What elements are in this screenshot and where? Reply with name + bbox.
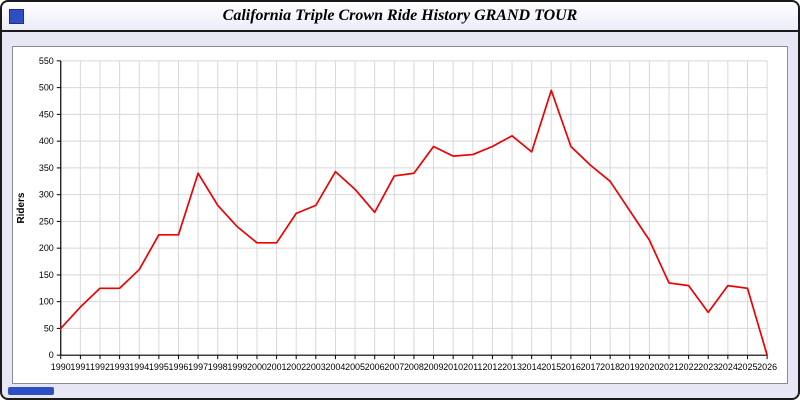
- svg-text:2022: 2022: [679, 362, 699, 372]
- svg-text:2023: 2023: [698, 362, 718, 372]
- svg-text:2024: 2024: [718, 362, 738, 372]
- svg-text:0: 0: [49, 350, 54, 360]
- window-title: California Triple Crown Ride History GRA…: [222, 7, 578, 24]
- svg-text:2002: 2002: [286, 362, 306, 372]
- svg-text:50: 50: [44, 323, 54, 333]
- svg-text:200: 200: [39, 243, 54, 253]
- svg-text:2015: 2015: [541, 362, 561, 372]
- svg-text:1998: 1998: [208, 362, 228, 372]
- svg-text:550: 550: [39, 56, 54, 66]
- window-icon: [9, 8, 24, 24]
- svg-text:400: 400: [39, 136, 54, 146]
- svg-text:2026: 2026: [757, 362, 777, 372]
- svg-text:300: 300: [39, 190, 54, 200]
- svg-text:2019: 2019: [620, 362, 640, 372]
- svg-text:2011: 2011: [463, 362, 482, 372]
- window-titlebar: California Triple Crown Ride History GRA…: [2, 2, 798, 32]
- svg-text:2025: 2025: [738, 362, 758, 372]
- svg-text:1996: 1996: [169, 362, 189, 372]
- svg-text:1991: 1991: [70, 362, 90, 372]
- svg-text:150: 150: [39, 270, 54, 280]
- svg-text:2016: 2016: [561, 362, 581, 372]
- chart-panel: 0 50 100 150 200 250 300 350 400 450 500 550 1990 199…: [12, 46, 788, 384]
- svg-text:2018: 2018: [600, 362, 620, 372]
- svg-text:1992: 1992: [90, 362, 110, 372]
- svg-text:2012: 2012: [482, 362, 502, 372]
- svg-text:2017: 2017: [581, 362, 601, 372]
- svg-text:100: 100: [39, 297, 54, 307]
- svg-text:1995: 1995: [149, 362, 169, 372]
- svg-text:2005: 2005: [345, 362, 365, 372]
- svg-text:450: 450: [39, 109, 54, 119]
- svg-text:2008: 2008: [404, 362, 424, 372]
- svg-text:2000: 2000: [247, 362, 267, 372]
- svg-text:2013: 2013: [502, 362, 522, 372]
- svg-text:500: 500: [39, 83, 54, 93]
- svg-text:250: 250: [39, 216, 54, 226]
- svg-text:1993: 1993: [110, 362, 130, 372]
- svg-text:2007: 2007: [384, 362, 404, 372]
- svg-text:2004: 2004: [325, 362, 345, 372]
- svg-text:2010: 2010: [443, 362, 463, 372]
- svg-text:1997: 1997: [188, 362, 208, 372]
- svg-text:350: 350: [39, 163, 54, 173]
- svg-text:1994: 1994: [129, 362, 149, 372]
- svg-text:2014: 2014: [522, 362, 542, 372]
- svg-text:2003: 2003: [306, 362, 326, 372]
- svg-text:1999: 1999: [227, 362, 247, 372]
- bottom-accent-bar: [8, 387, 54, 395]
- svg-text:2009: 2009: [424, 362, 444, 372]
- svg-text:2006: 2006: [365, 362, 385, 372]
- svg-text:2021: 2021: [659, 362, 679, 372]
- svg-text:1990: 1990: [51, 362, 71, 372]
- svg-text:2020: 2020: [639, 362, 659, 372]
- svg-text:Riders: Riders: [16, 192, 27, 223]
- svg-text:2001: 2001: [267, 362, 287, 372]
